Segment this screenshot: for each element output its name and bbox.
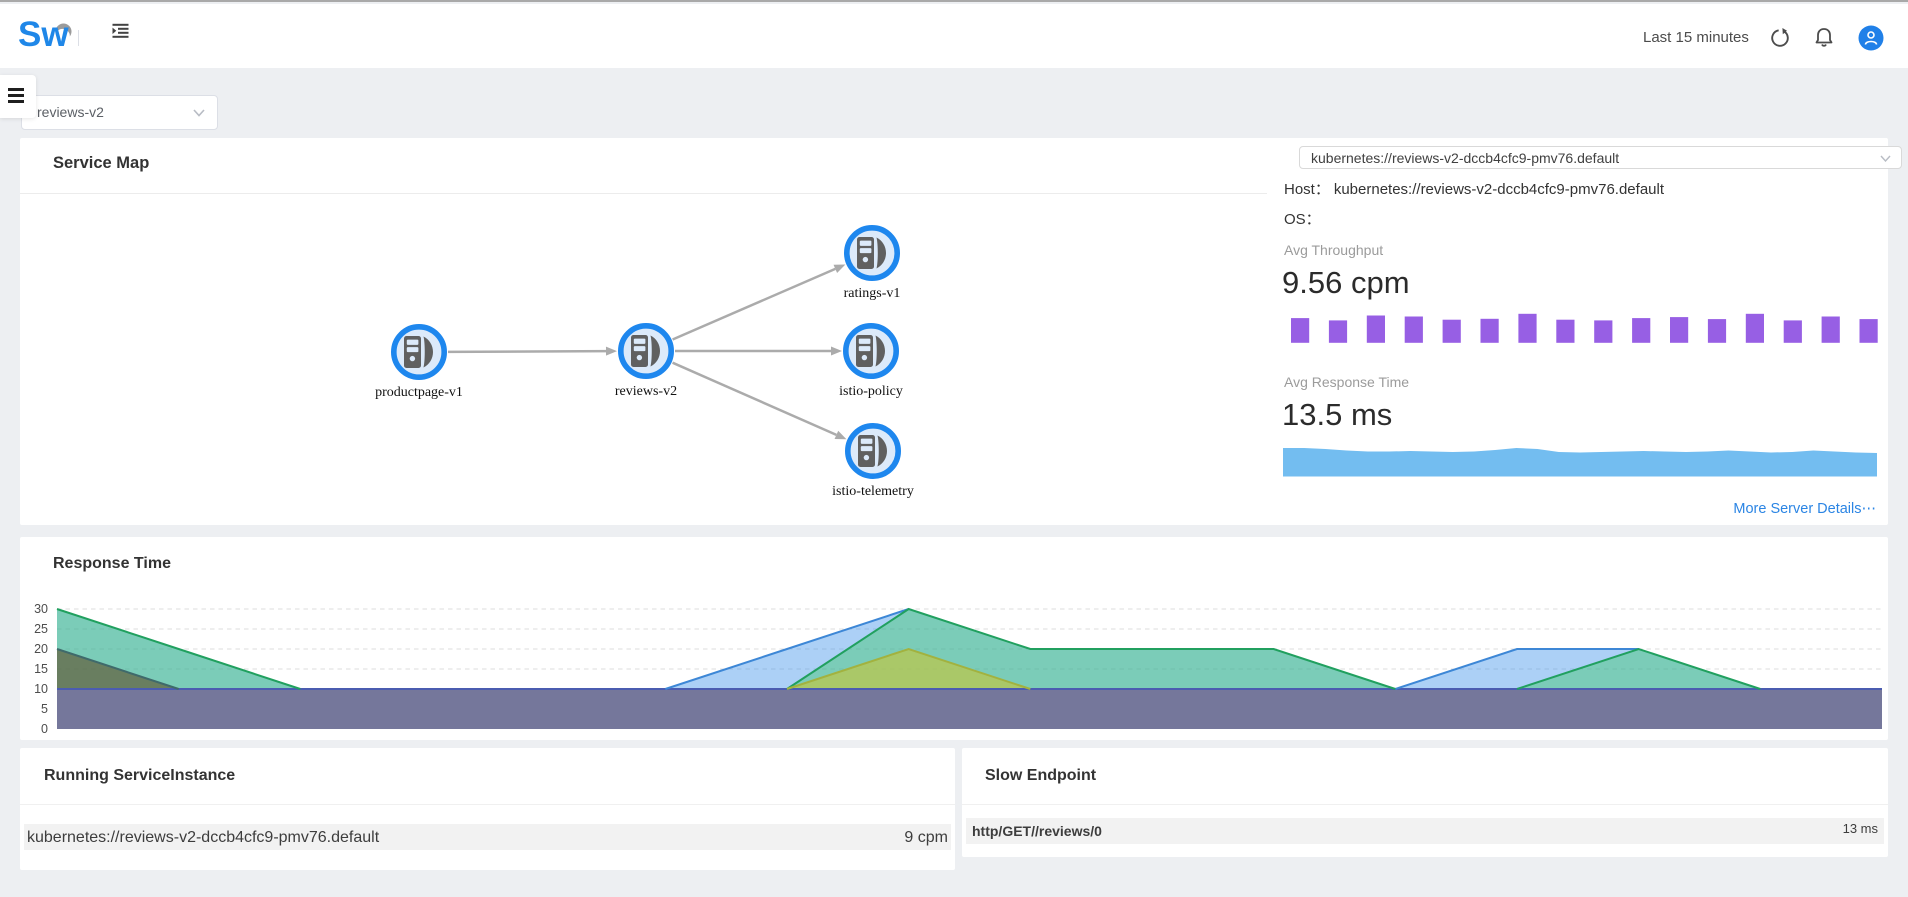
svg-text:10: 10 (34, 682, 48, 696)
svg-text:30: 30 (34, 602, 48, 616)
svg-text:istio-policy: istio-policy (839, 384, 903, 399)
svg-text:25: 25 (34, 622, 48, 636)
svg-text:15: 15 (34, 662, 48, 676)
svg-text:0: 0 (41, 722, 48, 736)
svg-text:5: 5 (41, 702, 48, 716)
svg-text:istio-telemetry: istio-telemetry (832, 484, 914, 499)
svg-text:20: 20 (34, 642, 48, 656)
svg-text:reviews-v2: reviews-v2 (615, 384, 677, 399)
svg-text:Sw: Sw (18, 15, 69, 53)
svg-text:productpage-v1: productpage-v1 (375, 385, 463, 400)
svg-text:ratings-v1: ratings-v1 (844, 286, 901, 301)
